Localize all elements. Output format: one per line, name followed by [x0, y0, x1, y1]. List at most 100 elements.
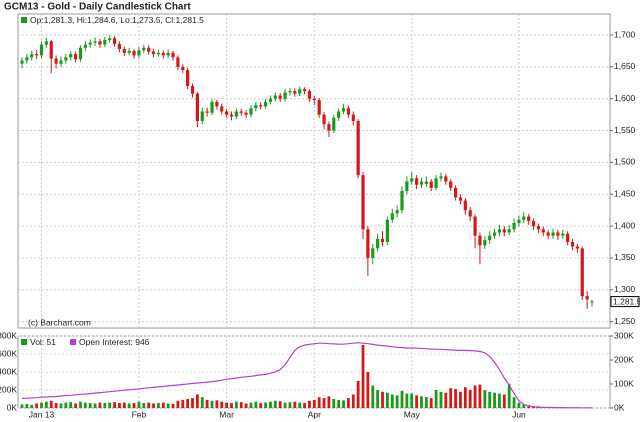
volume-bar — [191, 398, 194, 408]
volume-bar — [283, 402, 287, 408]
volume-bar — [83, 402, 87, 408]
candle-body — [259, 105, 263, 107]
candle-body — [239, 111, 243, 113]
y-tick-label: 1,350 — [614, 252, 636, 262]
volume-bar — [79, 401, 82, 408]
candle-body — [488, 235, 492, 241]
last-price-box — [610, 296, 640, 308]
candle-body — [166, 52, 170, 56]
volume-bar — [118, 403, 121, 408]
volume-bar — [171, 403, 175, 408]
candle-body — [580, 248, 584, 297]
volume-bar — [88, 403, 92, 408]
candle-body — [30, 54, 34, 58]
open-interest-line — [21, 342, 592, 409]
candle-body — [512, 222, 516, 230]
candle-body — [205, 111, 209, 113]
candle-body — [117, 43, 122, 50]
candle-body — [405, 181, 409, 192]
candle-body — [190, 85, 195, 94]
volume-bar — [347, 398, 350, 408]
candle-body — [268, 98, 273, 102]
volume-bar — [498, 393, 501, 408]
volume-bar — [30, 404, 34, 408]
volume-bar — [225, 402, 229, 408]
volume-bar — [395, 395, 399, 408]
volume-bar — [322, 398, 326, 408]
volume-bar — [200, 397, 204, 408]
volume-bar — [20, 404, 24, 408]
volume-bar — [93, 403, 97, 408]
volume-bar — [35, 403, 39, 408]
candle-body — [517, 219, 521, 223]
candle-body — [249, 108, 253, 115]
volume-bar — [269, 401, 272, 408]
candle-body — [356, 121, 360, 176]
candle-body — [108, 38, 112, 41]
candle-body — [142, 47, 146, 51]
volume-bar — [381, 391, 384, 408]
x-tick-label: Feb — [132, 409, 147, 419]
candle-body — [156, 52, 161, 55]
volume-bar — [376, 390, 380, 408]
legend-label: Open Interest: 946 — [79, 337, 150, 347]
candle-body — [151, 51, 156, 55]
volume-bar — [74, 403, 77, 408]
volume-bar — [147, 402, 151, 408]
candle-body — [419, 181, 424, 185]
x-tick-label: Jun — [512, 409, 526, 419]
y2-tick-label: 100K — [614, 378, 634, 388]
volume-bar — [478, 384, 482, 408]
y-tick-label: 1,400 — [614, 220, 636, 230]
candle-body — [453, 187, 458, 198]
volume-bar — [512, 397, 516, 408]
volume-bar — [152, 403, 155, 408]
volume-bar — [205, 399, 209, 408]
candle-body — [254, 105, 258, 109]
candle-body — [35, 54, 39, 56]
candle-body — [473, 216, 477, 236]
volume-bar — [278, 401, 282, 408]
candle-body — [380, 238, 385, 243]
candle-body — [73, 54, 78, 60]
candle-body — [522, 216, 526, 220]
volume-bar — [454, 389, 457, 408]
candle-body — [531, 220, 536, 227]
volume-bar — [303, 403, 306, 408]
volume-bar — [166, 403, 170, 408]
volume-bar — [186, 399, 190, 408]
candle-body — [200, 111, 204, 122]
candle-body — [400, 191, 404, 211]
candle-body — [225, 111, 229, 115]
candle-body — [337, 111, 341, 118]
candle-body — [83, 44, 87, 48]
candle-body — [483, 240, 487, 246]
volume-bar — [181, 399, 185, 408]
candle-body — [439, 176, 443, 179]
y-tick-label: 800K — [0, 330, 17, 340]
candle-body — [176, 57, 180, 67]
volume-bar — [264, 402, 267, 408]
volume-bar — [390, 394, 394, 408]
candle-body — [570, 242, 575, 247]
candle-body — [137, 50, 141, 56]
candle-body — [507, 229, 511, 233]
volume-bar — [230, 403, 233, 408]
volume-bar — [473, 385, 477, 408]
volume-bar — [122, 402, 126, 408]
volume-bar — [98, 402, 102, 408]
candle-body — [497, 229, 502, 233]
volume-bar — [234, 401, 238, 408]
x-tick-label: May — [404, 409, 421, 419]
candle-body — [307, 91, 312, 99]
candle-body — [590, 301, 594, 303]
candle-body — [244, 112, 248, 115]
candle-body — [361, 175, 365, 230]
ohlc-label: Op:1,281.3, Hi:1,284.6, Lo:1,273.5, Cl:1… — [30, 15, 204, 25]
candle-body — [88, 42, 92, 45]
candle-body — [561, 233, 565, 236]
volume-bar — [249, 402, 253, 408]
volume-bar — [361, 345, 365, 408]
